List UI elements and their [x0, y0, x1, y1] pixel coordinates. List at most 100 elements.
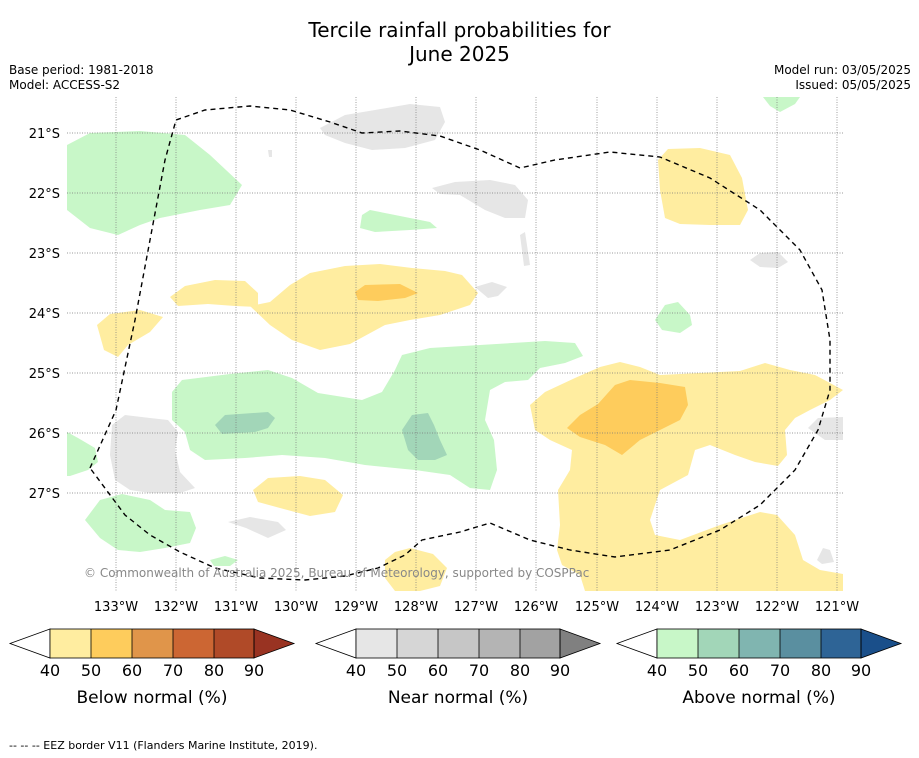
- meta-right: Model run: 03/05/2025 Issued: 05/05/2025: [774, 63, 911, 93]
- title-line-1: Tercile rainfall probabilities for: [308, 18, 611, 42]
- colorbar-swatch: [739, 629, 780, 658]
- model-name: Model: ACCESS-S2: [9, 78, 121, 92]
- colorbar-label: Below normal (%): [77, 688, 228, 708]
- lat-label: 25°S: [29, 367, 60, 382]
- lon-label: 133°W: [94, 600, 138, 615]
- colorbar-swatch: [780, 629, 821, 658]
- near-normal-region: [268, 150, 272, 157]
- near-normal-region: [475, 282, 507, 298]
- below-normal-region: [658, 148, 748, 225]
- colorbar-above-normal: 40 50 60 70 80 90 Above normal (%): [615, 628, 903, 708]
- colorbar-tick: 70: [469, 661, 489, 680]
- lon-label: 121°W: [815, 600, 859, 615]
- colorbar-tick: 60: [122, 661, 142, 680]
- colorbar-tick: 90: [851, 661, 871, 680]
- map-title: Tercile rainfall probabilities for June …: [0, 18, 919, 66]
- colorbar-tick: 70: [163, 661, 183, 680]
- colorbar-swatch: [50, 629, 91, 658]
- colorbar-tick: 40: [40, 661, 60, 680]
- latitude-labels: 21°S 22°S 23°S 24°S 25°S 26°S 27°S: [29, 127, 60, 502]
- above-normal-region: [763, 97, 800, 112]
- colorbar-dividers: [396, 629, 521, 658]
- near-normal-region: [817, 548, 834, 564]
- above-normal-region: [67, 432, 98, 476]
- colorbar-swatch: [438, 629, 479, 658]
- lon-label: 129°W: [334, 600, 378, 615]
- graticule: [67, 97, 843, 591]
- colorbar-tick: 60: [729, 661, 749, 680]
- colorbar-frame: [49, 628, 255, 659]
- above-normal-region-50: [402, 413, 447, 460]
- lat-label: 24°S: [29, 307, 60, 322]
- colorbar-dividers: [697, 629, 822, 658]
- colorbar-label: Above normal (%): [682, 688, 835, 708]
- near-normal-region: [432, 180, 528, 218]
- lon-label: 124°W: [635, 600, 679, 615]
- below-normal-region: [253, 476, 343, 516]
- colorbar-swatch: [356, 629, 397, 658]
- above-normal-region: [67, 131, 242, 235]
- copyright-text: © Commonwealth of Australia 2025, Bureau…: [84, 566, 589, 580]
- lat-label: 21°S: [29, 127, 60, 142]
- colorbar-swatch: [397, 629, 438, 658]
- colorbar-swatch: [821, 629, 861, 658]
- lon-label: 125°W: [575, 600, 619, 615]
- below-normal-region: [97, 310, 163, 357]
- near-normal-region: [320, 104, 445, 150]
- meta-left: Base period: 1981-2018 Model: ACCESS-S2: [9, 63, 154, 93]
- above-normal-region: [360, 210, 437, 232]
- above-normal-region: [655, 302, 692, 333]
- lat-label: 26°S: [29, 427, 60, 442]
- colorbar-frame: [355, 628, 561, 659]
- colorbar-swatch: [479, 629, 520, 658]
- colorbar-tick: 50: [387, 661, 407, 680]
- above-normal-region-50: [215, 412, 275, 434]
- colorbar-max-extend: [559, 628, 602, 659]
- colorbar-tick: 80: [510, 661, 530, 680]
- lon-label: 126°W: [514, 600, 558, 615]
- colorbar-swatch: [214, 629, 254, 658]
- colorbar-max-extend: [860, 628, 903, 659]
- colorbar-below-normal: 40 50 60 70 80 90 Below normal (%): [8, 628, 296, 708]
- colorbar-tick: 70: [770, 661, 790, 680]
- lat-label: 27°S: [29, 487, 60, 502]
- colorbar-tick: 80: [204, 661, 224, 680]
- near-normal-region: [228, 517, 286, 538]
- colorbar-tick: 90: [244, 661, 264, 680]
- lon-label: 122°W: [755, 600, 799, 615]
- map-panel: [67, 97, 843, 591]
- title-line-2: June 2025: [409, 42, 510, 66]
- colorbar-min-extend: [615, 628, 658, 659]
- eez-footnote: -- -- -- EEZ border V11 (Flanders Marine…: [9, 739, 318, 752]
- lon-label: 131°W: [214, 600, 258, 615]
- lon-label: 132°W: [154, 600, 198, 615]
- near-normal-region: [520, 232, 530, 266]
- colorbar-tick: 80: [811, 661, 831, 680]
- lon-label: 128°W: [394, 600, 438, 615]
- colorbar-tick: 60: [428, 661, 448, 680]
- colorbar-label: Near normal (%): [388, 688, 528, 708]
- above-normal-region: [85, 494, 196, 552]
- longitude-labels: 133°W 132°W 131°W 130°W 129°W 128°W 127°…: [94, 600, 859, 615]
- above-normal-region: [172, 341, 583, 490]
- colorbar-tick: 50: [81, 661, 101, 680]
- near-normal-region: [750, 252, 788, 268]
- colorbar-min-extend: [8, 628, 51, 659]
- colorbar-tick: 40: [647, 661, 667, 680]
- lon-label: 130°W: [274, 600, 318, 615]
- model-run: Model run: 03/05/2025: [773, 63, 911, 77]
- colorbar-swatch: [173, 629, 214, 658]
- colorbar-dividers: [90, 629, 215, 658]
- colorbar-swatch: [698, 629, 739, 658]
- colorbar-swatch: [132, 629, 173, 658]
- colorbar-max-extend: [253, 628, 296, 659]
- near-normal-region: [110, 415, 195, 493]
- colorbar-swatch: [91, 629, 132, 658]
- colorbar-swatch: [520, 629, 560, 658]
- colorbar-frame: [656, 628, 862, 659]
- colorbar-min-extend: [314, 628, 357, 659]
- issued-date: Issued: 05/05/2025: [795, 78, 911, 92]
- below-normal-region-50: [567, 380, 688, 455]
- above-normal-region: [210, 556, 238, 566]
